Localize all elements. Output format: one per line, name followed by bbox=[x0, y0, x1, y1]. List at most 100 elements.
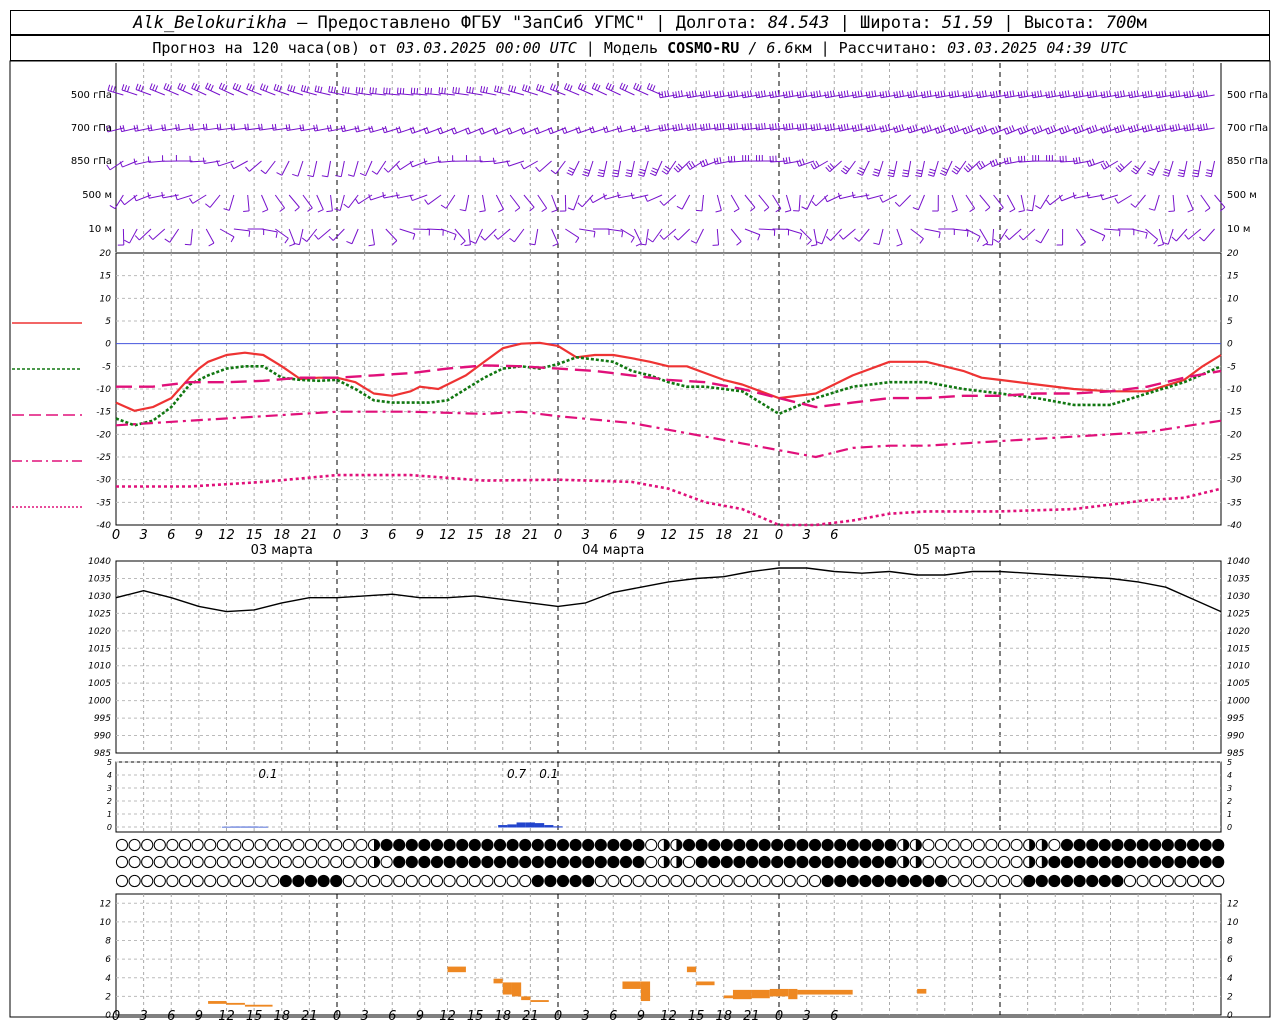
temp-tick-label-left: -40 bbox=[96, 521, 111, 531]
wind-barb-flag bbox=[691, 90, 694, 97]
cloud-clear-icon bbox=[985, 838, 998, 852]
wind-barb-flag bbox=[1020, 127, 1024, 134]
wind-barb-icon bbox=[261, 228, 278, 233]
wind-barb-icon bbox=[376, 160, 387, 175]
forecast-label: Прогноз на 120 часа(ов) от bbox=[152, 39, 397, 57]
wind-barb-flag bbox=[1128, 91, 1131, 98]
wind-barb-flag bbox=[1059, 91, 1062, 98]
cloud-clear-icon bbox=[1161, 874, 1174, 888]
wind-barb-flag bbox=[1117, 91, 1120, 98]
wind-barb-flag bbox=[326, 210, 333, 213]
cloud-overcast-icon bbox=[897, 874, 910, 888]
wind-barb-flag bbox=[937, 91, 940, 98]
wind-barb-flag bbox=[1066, 124, 1071, 131]
cloud-overcast-icon bbox=[594, 855, 607, 869]
cloud-overcast-icon bbox=[569, 855, 582, 869]
wind-barb-flag bbox=[616, 126, 620, 133]
wind-barb-icon bbox=[716, 228, 720, 245]
wind-barb-flag bbox=[617, 191, 620, 198]
wind-barb-icon bbox=[695, 228, 704, 244]
wind-barb-flag bbox=[626, 169, 633, 172]
wind-barb-flag bbox=[493, 234, 499, 240]
cloud-overcast-icon bbox=[607, 838, 620, 852]
hour-tick-label: 6 bbox=[388, 528, 396, 543]
wind-barb-flag bbox=[966, 230, 969, 237]
cloud-clear-icon bbox=[758, 874, 771, 888]
hour-tick-label-bottom: 6 bbox=[388, 1009, 396, 1024]
wind-barb-flag bbox=[672, 124, 675, 131]
wind-barb-icon bbox=[124, 194, 138, 206]
hour-tick-label-bottom: 6 bbox=[609, 1009, 617, 1024]
wind-barb-flag bbox=[953, 125, 957, 132]
temp-tick-label-left: -5 bbox=[102, 362, 111, 372]
cloud-overcast-icon bbox=[733, 838, 746, 852]
wind-barb-icon bbox=[218, 160, 235, 167]
wind-barb-flag bbox=[1205, 174, 1212, 178]
wind-barb-flag bbox=[990, 91, 993, 98]
wind-barb-flag bbox=[589, 127, 593, 134]
wind-barb-flag bbox=[575, 127, 579, 134]
wind-barb-flag bbox=[1072, 127, 1076, 134]
cloud-overcast-icon bbox=[1073, 855, 1086, 869]
wind-barb-icon bbox=[950, 127, 967, 135]
wind-barb-flag bbox=[492, 128, 496, 135]
wind-barb-flag bbox=[676, 205, 683, 210]
cloud-overcast-icon bbox=[733, 855, 746, 869]
wind-barb-flag bbox=[926, 90, 929, 97]
cloud-overcast-icon bbox=[443, 855, 456, 869]
wind-barb-flag bbox=[245, 166, 250, 172]
hour-tick-label-bottom: 0 bbox=[775, 1009, 783, 1024]
wind-barb-icon bbox=[551, 228, 559, 244]
wind-barb-icon bbox=[952, 228, 969, 232]
wind-barb-flag bbox=[951, 170, 958, 175]
wind-barb-flag bbox=[888, 169, 895, 172]
wind-barb-flag bbox=[879, 91, 882, 98]
temp-tick-label-right: -40 bbox=[1227, 521, 1242, 531]
wind-barb-flag bbox=[652, 85, 656, 92]
wind-barb-flag bbox=[619, 82, 623, 89]
cloud-overcast-icon bbox=[1149, 838, 1162, 852]
conv-cloud-bar bbox=[226, 1002, 245, 1005]
wind-barb-icon bbox=[858, 228, 870, 242]
wind-barb-flag bbox=[824, 91, 827, 98]
wind-barb-flag bbox=[837, 192, 841, 199]
hour-tick-label-bottom: 15 bbox=[467, 1009, 484, 1024]
cloud-overcast-icon bbox=[418, 855, 431, 869]
wind-barb-icon bbox=[1154, 194, 1160, 211]
wind-barb-flag bbox=[147, 124, 150, 132]
wind-barb-icon bbox=[744, 228, 761, 236]
wind-barb-flag bbox=[664, 124, 667, 131]
wind-barb-flag bbox=[649, 172, 656, 177]
wind-barb-flag bbox=[747, 123, 750, 130]
wind-barb-icon bbox=[453, 127, 469, 135]
wind-barb-icon bbox=[1049, 194, 1063, 206]
wind-barb-flag bbox=[741, 123, 744, 131]
wind-barb-icon bbox=[551, 194, 558, 211]
hour-tick-label: 15 bbox=[467, 528, 484, 543]
wind-level-label-right: 700 гПа bbox=[1227, 123, 1268, 134]
cloud-overcast-icon bbox=[771, 838, 784, 852]
cloud-clear-icon bbox=[178, 874, 192, 888]
wind-barb-flag bbox=[610, 85, 615, 91]
wind-barb-flag bbox=[920, 127, 924, 134]
wind-barb-icon bbox=[1210, 160, 1216, 177]
cloud-half-icon bbox=[915, 839, 922, 851]
wind-barb-flag bbox=[816, 123, 819, 130]
cloud-overcast-icon bbox=[393, 838, 406, 852]
wind-barb-flag bbox=[705, 90, 708, 97]
wind-barb-icon bbox=[652, 228, 663, 243]
wind-barb-flag bbox=[134, 235, 140, 241]
wind-barb-flag bbox=[371, 125, 374, 132]
wind-barb-flag bbox=[898, 124, 902, 132]
cloud-overcast-icon bbox=[632, 838, 645, 852]
wind-barb-flag bbox=[210, 85, 214, 91]
outer-frame bbox=[9, 60, 1271, 1018]
wind-barb-flag bbox=[984, 90, 987, 97]
wind-barb-flag bbox=[816, 90, 819, 97]
wind-barb-icon bbox=[1172, 194, 1175, 211]
wind-barb-flag bbox=[942, 124, 946, 131]
wind-barb-flag bbox=[1037, 90, 1040, 97]
cloud-clear-icon bbox=[493, 874, 507, 888]
wind-barb-flag bbox=[915, 90, 918, 97]
precip-bar bbox=[553, 826, 563, 828]
